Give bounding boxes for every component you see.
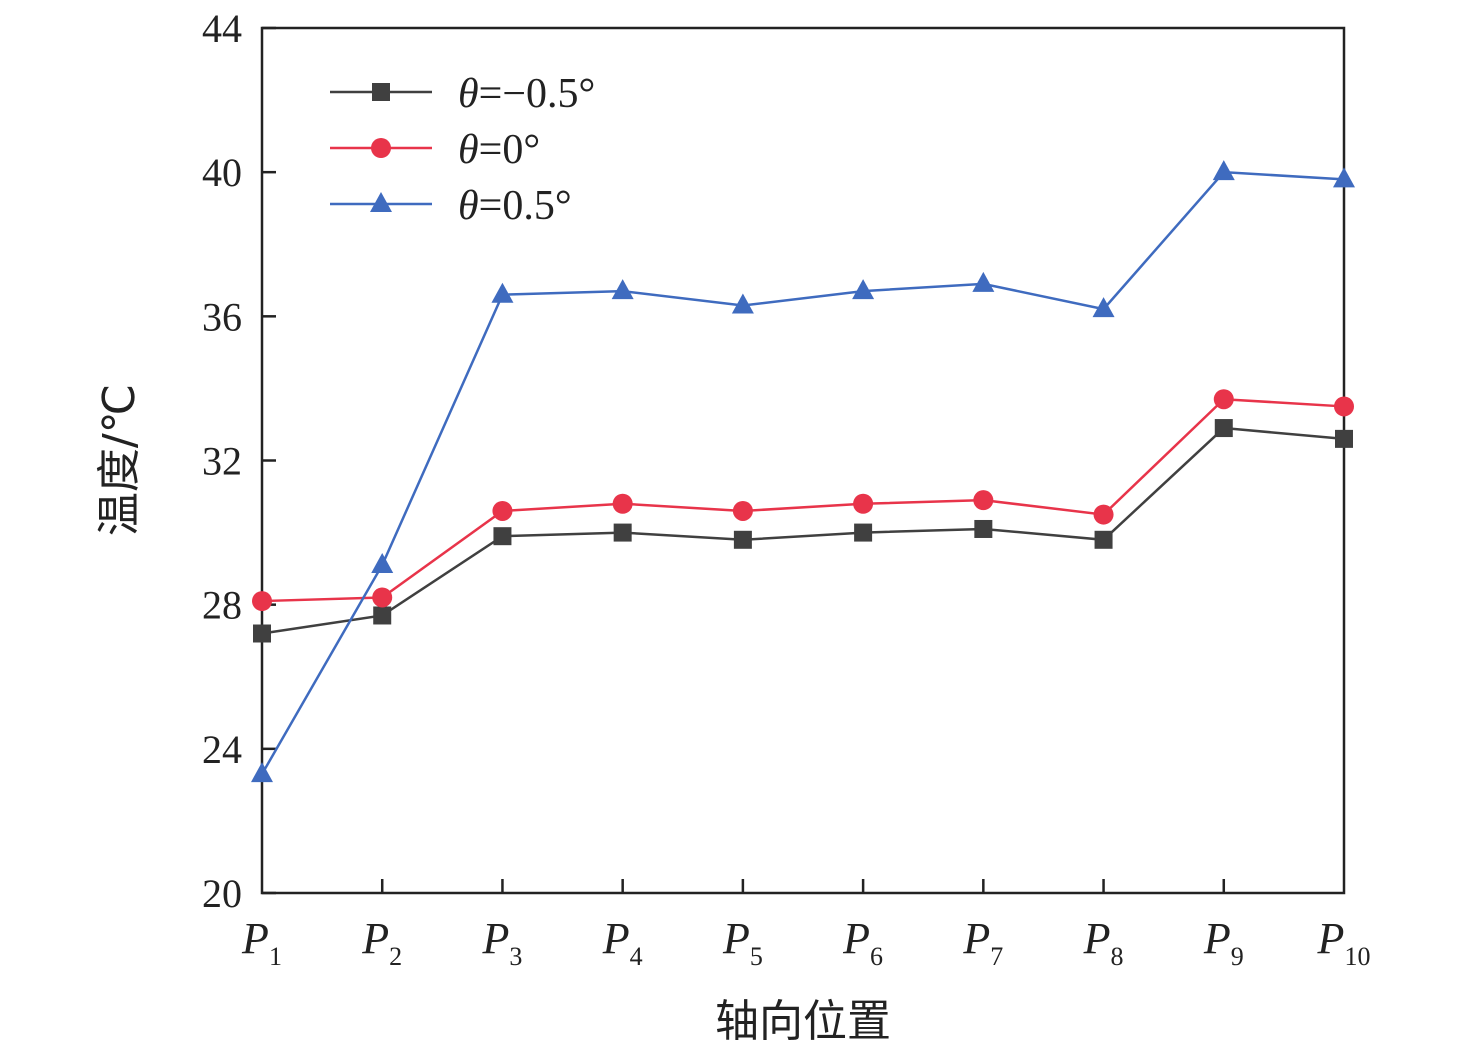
legend-label-rest: =0° [479,127,540,173]
y-tick-label: 44 [202,6,242,51]
x-tick-label-base: P [241,914,269,963]
y-tick-label: 36 [202,294,242,339]
data-point [1212,160,1235,181]
data-point [1214,419,1233,438]
data-point [854,523,873,542]
data-point [972,271,995,292]
y-tick-label: 40 [202,150,242,195]
x-tick-label: P4 [602,914,643,971]
legend-label-symbol: θ [458,183,479,229]
data-point [492,500,513,521]
data-point [252,591,272,612]
data-point [974,519,993,538]
legend-label: θ=−0.5° [458,71,595,117]
y-tick-label: 24 [202,727,242,772]
data-point [1333,167,1355,188]
data-point [852,279,875,300]
x-tick-label-base: P [361,914,389,963]
data-point [493,527,512,546]
data-point [372,587,393,608]
x-tick-label: P3 [481,914,522,971]
x-tick-label-sub: 2 [389,942,402,971]
data-point [611,279,634,300]
data-point [373,606,392,625]
series-1 [253,419,1353,643]
x-tick-label-sub: 8 [1111,942,1124,971]
x-tick-label: P6 [842,914,883,971]
data-point [1334,396,1354,417]
legend-label-symbol: θ [458,127,479,173]
legend-item: θ=−0.5° [330,71,595,117]
y-axis-title: 温度/℃ [94,384,145,536]
x-tick-label-base: P [481,914,509,963]
data-point [853,493,874,514]
legend-label-symbol: θ [458,71,479,117]
x-tick-label-base: P [602,914,630,963]
legend-marker [370,192,392,212]
y-tick-label: 28 [202,583,242,628]
y-tick-label: 32 [202,439,242,484]
x-tick-label-sub: 4 [630,942,643,971]
x-tick-label: P7 [962,914,1003,971]
legend-marker [371,138,391,158]
x-tick-label: P5 [722,914,763,971]
legend-item: θ=0.5° [330,183,572,229]
x-tick-label-sub: 5 [750,942,763,971]
x-tick-label-base: P [722,914,750,963]
series-line [261,426,1345,635]
x-tick-label-sub: 3 [509,942,522,971]
series-2 [252,389,1354,612]
series-line [260,170,1345,775]
x-tick-label-base: P [1203,914,1231,963]
data-point [1093,504,1114,525]
data-point [1094,530,1113,549]
x-tick-label: P8 [1083,914,1124,971]
series-line [261,397,1345,603]
x-tick-label-base: P [1083,914,1111,963]
series-layer [251,160,1355,783]
y-tick-label: 20 [202,871,242,916]
data-point [1213,389,1234,410]
x-tick-label-base: P [842,914,870,963]
x-axis: P1 P2 P3 P4 P5 P6 P7 P8 P9 P10 [241,879,1370,971]
x-tick-label-sub: 7 [990,942,1003,971]
x-tick-label: P10 [1317,914,1371,971]
x-tick-label-sub: 9 [1231,942,1244,971]
data-point [253,624,271,643]
legend: θ=−0.5°θ=0°θ=0.5° [330,71,595,229]
data-point [973,490,994,511]
data-point [733,530,752,549]
legend-label-rest: =−0.5° [479,71,596,117]
data-point [491,282,514,303]
data-point [1335,429,1353,448]
data-point [251,762,273,783]
x-tick-label: P9 [1203,914,1244,971]
data-point [1092,297,1115,318]
x-tick-label-sub: 10 [1344,942,1370,971]
y-axis: 20 24 28 32 36 40 44 [202,6,276,916]
x-tick-label: P2 [361,914,402,971]
legend-marker [372,83,390,101]
legend-label: θ=0.5° [458,183,572,229]
data-point [612,493,633,514]
legend-label: θ=0° [458,127,540,173]
x-axis-title: 轴向位置 [715,996,891,1047]
legend-item: θ=0° [330,127,540,173]
x-tick-label-sub: 6 [870,942,883,971]
x-tick-label: P1 [241,914,282,971]
data-point [613,523,632,542]
x-tick-label-base: P [962,914,990,963]
x-tick-label-sub: 1 [269,942,282,971]
x-tick-label-base: P [1317,914,1345,963]
series-3 [251,160,1355,783]
plot-frame [260,26,1346,895]
data-point [732,500,753,521]
legend-label-rest: =0.5° [479,183,572,229]
data-point [731,293,754,314]
data-point [371,553,394,574]
